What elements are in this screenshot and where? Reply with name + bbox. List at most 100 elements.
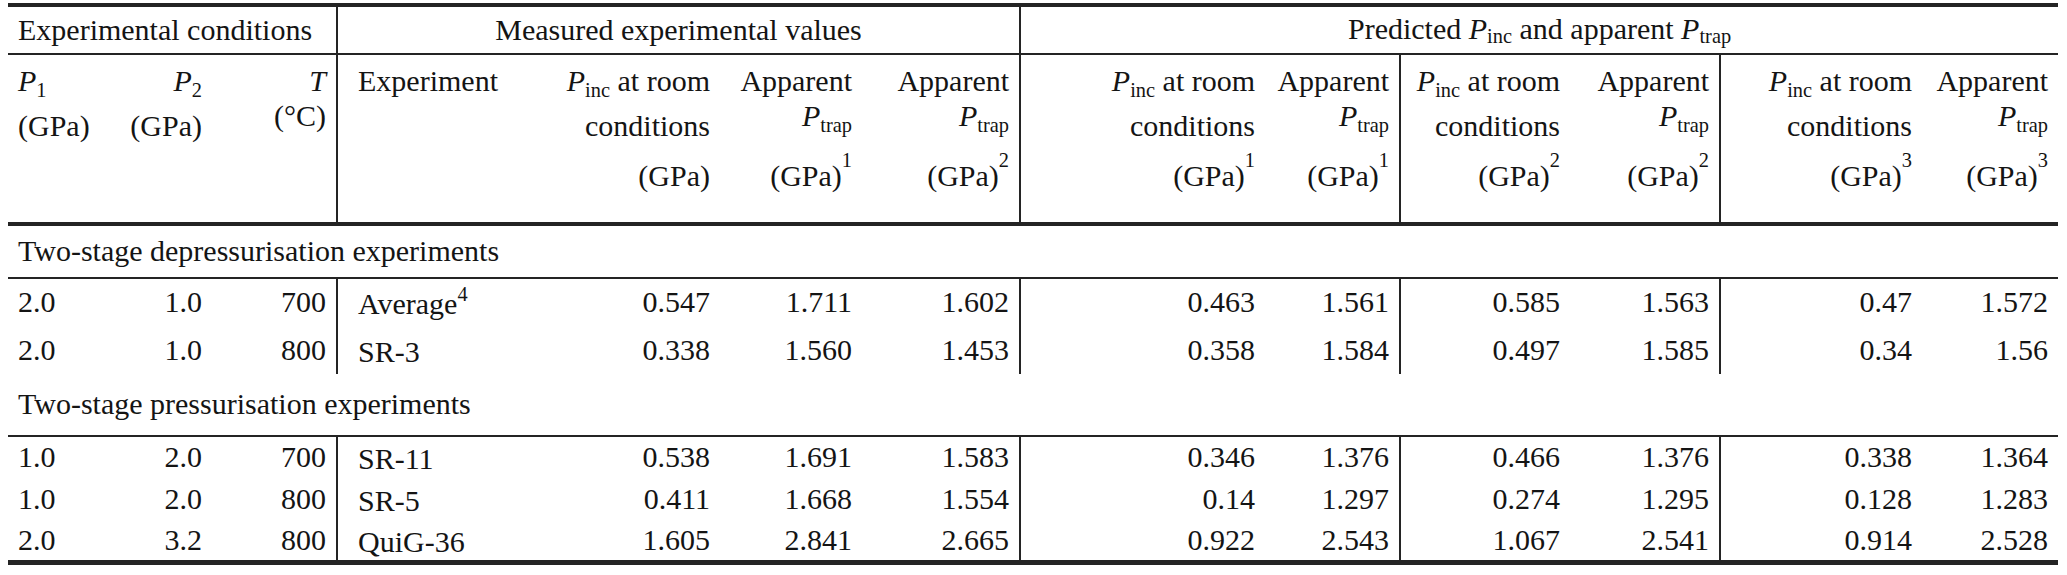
cell-pred-ptrap-3: 1.56 (1922, 326, 2058, 374)
cell-meas-ptrap-2: 1.453 (862, 326, 1020, 374)
cell-meas-ptrap-2: 1.583 (862, 436, 1020, 478)
var-subscript: trap (1357, 114, 1389, 136)
cell-p2: 3.2 (115, 520, 212, 562)
var-subscript: 1 (36, 79, 46, 101)
cell-pred-pinc-3: 0.128 (1720, 478, 1922, 520)
cell-pred-pinc-2: 0.466 (1400, 436, 1570, 478)
footnote-marker: 3 (1902, 149, 1912, 171)
cell-p1: 2.0 (8, 326, 115, 374)
experiment-name: SR-11 (358, 442, 434, 475)
cell-pred-ptrap-3: 1.283 (1922, 478, 2058, 520)
section-row: Two-stage depressurisation experiments (8, 224, 2058, 278)
cell-experiment: SR-5 (337, 478, 530, 520)
cell-pred-pinc-2: 0.497 (1400, 326, 1570, 374)
cell-experiment: Average4 (337, 278, 530, 326)
unit-label: (GPa) (1173, 160, 1245, 193)
var-symbol: P (173, 64, 191, 97)
column-label-part: at room (1460, 64, 1560, 97)
unit-label: (GPa) (1478, 160, 1550, 193)
var-subscript: trap (820, 114, 852, 136)
cell-experiment: QuiG-36 (337, 520, 530, 562)
unit-label: (°C) (222, 98, 326, 133)
experiment-name: SR-5 (358, 484, 420, 517)
var-subscript: trap (2016, 114, 2048, 136)
column-label-part: Apparent (872, 63, 1009, 98)
column-label-part: conditions (540, 108, 710, 143)
section-row: Two-stage pressurisation experiments (8, 374, 2058, 436)
cell-pred-ptrap-2: 1.376 (1570, 436, 1720, 478)
cell-meas-pinc: 0.538 (530, 436, 720, 478)
unit-label: (GPa) (1966, 160, 2038, 193)
cell-pred-pinc-1: 0.346 (1020, 436, 1265, 478)
unit-label: (GPa) (1830, 160, 1902, 193)
cell-meas-ptrap-2: 2.665 (862, 520, 1020, 562)
cell-p2: 2.0 (115, 436, 212, 478)
cell-experiment: SR-3 (337, 326, 530, 374)
cell-pred-pinc-3: 0.338 (1720, 436, 1922, 478)
table-row: 2.0 3.2 800 QuiG-36 1.605 2.841 2.665 0.… (8, 520, 2058, 562)
col-header-pred-pinc-2: Pinc at room conditions (GPa)2 (1400, 54, 1570, 224)
var-subscript: inc (1787, 79, 1812, 101)
cell-pred-pinc-2: 0.585 (1400, 278, 1570, 326)
var-symbol: P (802, 99, 820, 132)
column-label-part: conditions (1731, 108, 1912, 143)
var-symbol: P (1112, 64, 1130, 97)
table-row: 1.0 2.0 800 SR-5 0.411 1.668 1.554 0.14 … (8, 478, 2058, 520)
var-symbol: P (567, 64, 585, 97)
var-subscript: inc (585, 79, 610, 101)
cell-pred-pinc-1: 0.358 (1020, 326, 1265, 374)
var-symbol: P (1339, 99, 1357, 132)
column-label-part: at room (610, 64, 710, 97)
cell-pred-ptrap-2: 1.295 (1570, 478, 1720, 520)
column-label-part: Apparent (1580, 63, 1709, 98)
var-symbol: P (18, 64, 36, 97)
section-header-depressurisation: Two-stage depressurisation experiments (8, 224, 2058, 278)
col-header-pred-ptrap-1: Apparent Ptrap (GPa)1 (1265, 54, 1400, 224)
var-subscript: inc (1487, 25, 1512, 47)
col-header-p2: P2 (GPa) (115, 54, 212, 224)
cell-p2: 1.0 (115, 326, 212, 374)
cell-t: 800 (212, 520, 337, 562)
cell-meas-pinc: 0.411 (530, 478, 720, 520)
unit-label: (GPa) (927, 160, 999, 193)
cell-meas-pinc: 0.338 (530, 326, 720, 374)
var-symbol: P (1681, 12, 1699, 45)
col-header-p1: P1 (GPa) (8, 54, 115, 224)
column-label-part: Apparent (1275, 63, 1389, 98)
column-label-part: at room (1812, 64, 1912, 97)
cell-meas-pinc: 1.605 (530, 520, 720, 562)
column-label: Experiment (358, 63, 520, 98)
cell-t: 700 (212, 436, 337, 478)
footnote-marker: 3 (2038, 149, 2048, 171)
cell-pred-pinc-1: 0.463 (1020, 278, 1265, 326)
unit-label: (GPa) (125, 108, 202, 143)
cell-experiment: SR-11 (337, 436, 530, 478)
group-header-experimental-conditions: Experimental conditions (8, 5, 337, 54)
group-header-predicted-values: Predicted Pinc and apparent Ptrap (1020, 5, 2058, 54)
cell-pred-pinc-1: 0.14 (1020, 478, 1265, 520)
var-symbol: P (1659, 99, 1677, 132)
var-symbol: T (309, 64, 326, 97)
cell-t: 800 (212, 326, 337, 374)
group-label: Experimental conditions (18, 13, 312, 46)
column-header-row: P1 (GPa) P2 (GPa) T (°C) Experiment Pinc… (8, 54, 2058, 224)
unit-label: (GPa) (638, 160, 710, 193)
table-row: 2.0 1.0 800 SR-3 0.338 1.560 1.453 0.358… (8, 326, 2058, 374)
cell-meas-ptrap-2: 1.554 (862, 478, 1020, 520)
var-subscript: inc (1130, 79, 1155, 101)
cell-pred-pinc-3: 0.914 (1720, 520, 1922, 562)
cell-pred-ptrap-2: 1.563 (1570, 278, 1720, 326)
footnote-marker: 1 (1245, 149, 1255, 171)
column-label-part: Apparent (730, 63, 852, 98)
var-symbol: P (1469, 12, 1487, 45)
var-symbol: P (1998, 99, 2016, 132)
group-label: Measured experimental values (495, 13, 862, 46)
cell-meas-ptrap-1: 2.841 (720, 520, 862, 562)
col-header-temperature: T (°C) (212, 54, 337, 224)
column-label-part: conditions (1411, 108, 1560, 143)
cell-pred-pinc-2: 0.274 (1400, 478, 1570, 520)
cell-meas-ptrap-1: 1.711 (720, 278, 862, 326)
var-subscript: 2 (192, 79, 202, 101)
unit-label: (GPa) (770, 160, 842, 193)
table-row: 1.0 2.0 700 SR-11 0.538 1.691 1.583 0.34… (8, 436, 2058, 478)
